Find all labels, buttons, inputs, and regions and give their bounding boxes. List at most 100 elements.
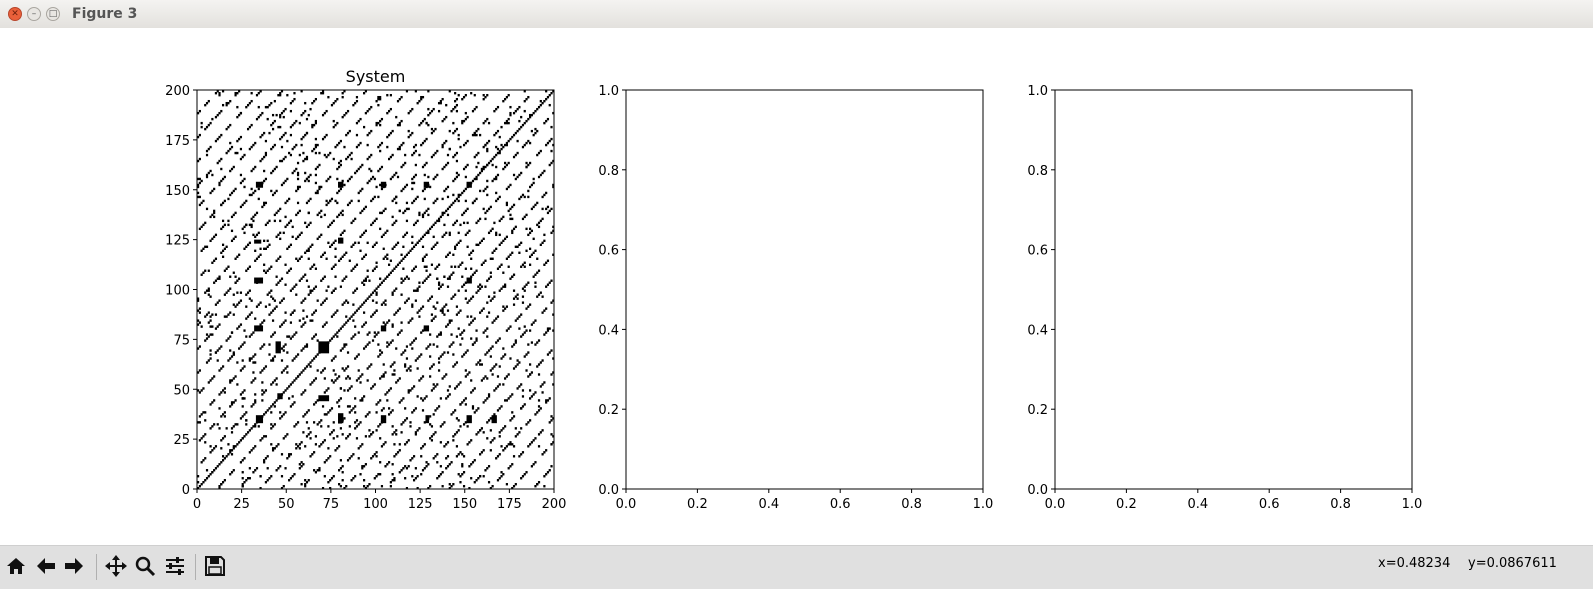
- heatmap-cell: [496, 375, 500, 378]
- heatmap-cell: [243, 247, 246, 250]
- heatmap-cell: [414, 221, 417, 225]
- heatmap-cell: [218, 487, 221, 490]
- heatmap-cell: [341, 179, 344, 183]
- x-tick-label: 25: [233, 497, 250, 512]
- heatmap-cell: [241, 203, 244, 207]
- heatmap-cell: [454, 153, 457, 157]
- heatmap-cell: [232, 445, 235, 448]
- configure-subplots-button[interactable]: [162, 552, 188, 580]
- heatmap-cell: [225, 151, 228, 155]
- heatmap-cell: [395, 453, 398, 456]
- heatmap-cell: [373, 195, 376, 199]
- heatmap-cell: [279, 237, 282, 241]
- heatmap-cell: [209, 473, 212, 476]
- heatmap-cell: [530, 323, 533, 326]
- heatmap-cell: [271, 403, 275, 406]
- heatmap-cell: [468, 253, 471, 256]
- heatmap-cell: [371, 269, 375, 272]
- heatmap-cell: [505, 141, 508, 145]
- heatmap-cell: [489, 449, 492, 452]
- heatmap-cell: [389, 93, 392, 97]
- heatmap-cell: [421, 235, 425, 239]
- heatmap-cell: [363, 301, 366, 304]
- heatmap-cell: [225, 267, 228, 270]
- heatmap-cell: [300, 231, 303, 235]
- heatmap-cell: [375, 293, 378, 296]
- heatmap-cell: [346, 155, 350, 159]
- heatmap-cell: [530, 113, 533, 117]
- heatmap-cell: [411, 411, 414, 414]
- heatmap-cell: [366, 379, 369, 382]
- heatmap-cell: [250, 223, 253, 227]
- heatmap-cell: [411, 303, 414, 306]
- heatmap-cell: [484, 259, 487, 262]
- heatmap-cell: [232, 313, 235, 316]
- heatmap-cell: [268, 103, 271, 107]
- heatmap-cell: [493, 221, 496, 225]
- heatmap-cell: [441, 197, 444, 201]
- forward-button[interactable]: [61, 552, 87, 580]
- configure-subplots-icon: [166, 557, 184, 575]
- heatmap-cell: [257, 425, 260, 428]
- heatmap-cell: [225, 245, 228, 249]
- heatmap-cell: [268, 243, 271, 247]
- heatmap-cell: [320, 185, 323, 189]
- save-button[interactable]: [202, 552, 228, 580]
- pan-button[interactable]: [103, 552, 129, 580]
- heatmap-cell: [230, 427, 234, 430]
- heatmap-cell: [391, 199, 394, 203]
- heatmap-cell: [482, 167, 485, 171]
- heatmap-cell: [402, 187, 405, 191]
- heatmap-cell: [352, 319, 355, 322]
- heatmap-cell: [521, 287, 525, 290]
- heatmap-cell: [434, 221, 437, 225]
- heatmap-cell: [204, 419, 207, 422]
- heatmap-cell: [363, 283, 366, 286]
- heatmap-cell: [270, 423, 273, 426]
- heatmap-cell: [545, 261, 548, 264]
- heatmap-cell: [504, 143, 507, 147]
- heatmap-cell: [461, 465, 464, 468]
- heatmap-cell: [213, 209, 216, 213]
- heatmap-cell: [298, 233, 301, 237]
- heatmap-cell: [459, 475, 462, 478]
- heatmap-cell: [377, 473, 380, 476]
- heatmap-cell: [418, 123, 421, 127]
- heatmap-cell: [425, 465, 428, 468]
- zoom-button[interactable]: [132, 552, 158, 580]
- heatmap-cell: [473, 271, 476, 274]
- heatmap-cell: [314, 181, 317, 185]
- heatmap-cell: [263, 435, 266, 438]
- heatmap-cell: [432, 305, 435, 308]
- heatmap-cell: [273, 379, 276, 382]
- heatmap-cell: [396, 451, 400, 454]
- heatmap-cell: [514, 295, 517, 298]
- heatmap-cell: [243, 413, 246, 416]
- heatmap-cell: [520, 171, 523, 175]
- heatmap-cell: [302, 111, 305, 115]
- heatmap-cell: [359, 249, 362, 252]
- heatmap-cell: [443, 117, 446, 121]
- heatmap-cell: [197, 191, 200, 195]
- heatmap-cell: [250, 193, 253, 197]
- home-button[interactable]: [3, 552, 29, 580]
- heatmap-cell: [198, 439, 201, 442]
- close-window-button[interactable]: ✕: [8, 7, 22, 21]
- heatmap-cell: [320, 209, 323, 213]
- heatmap-cell: [332, 421, 335, 424]
- figure-canvas[interactable]: 0 25 50 75 100 125 150 175 200 0 25 50 75 100 125 150 17…: [0, 28, 1593, 545]
- back-button[interactable]: [33, 552, 59, 580]
- heatmap-cell: [386, 93, 389, 97]
- heatmap-cell: [491, 367, 494, 370]
- heatmap-cell: [220, 167, 223, 171]
- heatmap-cell: [307, 293, 310, 296]
- heatmap-cell: [296, 211, 300, 215]
- heatmap-cell: [229, 405, 232, 408]
- heatmap-cell: [216, 90, 219, 93]
- heatmap-cell: [486, 193, 489, 197]
- maximize-window-button[interactable]: □: [46, 7, 60, 21]
- heatmap-cell: [232, 237, 235, 241]
- heatmap-cell: [491, 251, 494, 254]
- minimize-window-button[interactable]: –: [27, 7, 41, 21]
- heatmap-cell: [448, 147, 451, 151]
